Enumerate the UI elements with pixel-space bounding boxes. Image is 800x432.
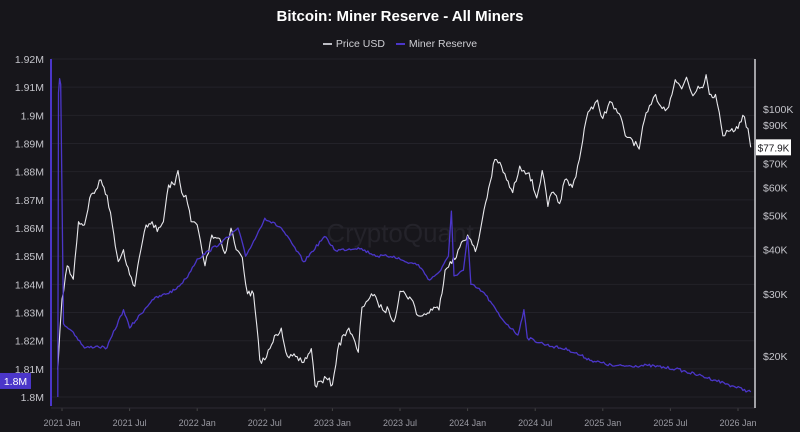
right-axis-tick-label: $30K [763, 289, 788, 301]
current-reserve-badge [0, 372, 31, 389]
chart-title: Bitcoin: Miner Reserve - All Miners [276, 8, 524, 25]
right-axis-tick-label: $50K [763, 210, 788, 222]
x-axis-tick-label: 2024 Jan [449, 418, 486, 428]
left-axis-tick-label: 1.91M [15, 82, 44, 94]
right-axis-tick-label: $20K [763, 351, 788, 363]
legend-item-price[interactable]: Price USD [322, 38, 385, 50]
right-axis-tick-label: $40K [763, 245, 788, 257]
left-axis-tick-label: 1.86M [15, 223, 44, 235]
x-axis-tick-label: 2025 Jan [584, 418, 621, 428]
left-axis-tick-label: 1.89M [15, 139, 44, 151]
left-axis-tick-label: 1.84M [15, 279, 44, 291]
x-axis-tick-label: 2023 Jan [314, 418, 351, 428]
left-axis-tick-label: 1.83M [15, 308, 44, 320]
price-usd-line [57, 74, 752, 388]
x-axis-tick-label: 2021 Jan [43, 418, 80, 428]
x-axis-tick-label: 2024 Jul [518, 418, 552, 428]
x-axis-tick-label: 2022 Jul [248, 418, 282, 428]
left-axis-tick-label: 1.81M [15, 364, 44, 376]
left-axis-tick-label: 1.92M [15, 54, 44, 66]
legend: Price USD Miner Reserve [0, 36, 800, 50]
right-axis-tick-label: $100K [763, 104, 793, 116]
legend-swatch-price [322, 43, 332, 45]
x-axis-tick-label: 2025 Jul [653, 418, 687, 428]
current-price-badge [756, 139, 791, 156]
legend-item-reserve[interactable]: Miner Reserve [395, 38, 478, 50]
legend-label-reserve: Miner Reserve [408, 38, 478, 50]
left-axis-tick-label: 1.85M [15, 251, 44, 263]
x-axis-tick-label: 2023 Jul [383, 418, 417, 428]
right-axis-tick-label: $60K [763, 182, 788, 194]
left-axis-tick-label: 1.82M [15, 336, 44, 348]
current-reserve-label: 1.8M [4, 376, 27, 388]
left-axis-tick-label: 1.9M [21, 110, 44, 122]
right-axis-tick-label: $90K [763, 120, 788, 132]
x-axis-tick-label: 2021 Jul [113, 418, 147, 428]
x-axis-tick-label: 2022 Jan [179, 418, 216, 428]
left-axis-tick-label: 1.8M [21, 392, 44, 404]
legend-label-price: Price USD [335, 38, 385, 50]
legend-swatch-reserve [395, 43, 405, 45]
right-axis-tick-label: $70K [763, 159, 788, 171]
x-axis-tick-label: 2026 Jan [719, 418, 756, 428]
miner-reserve-line [57, 78, 752, 398]
current-price-label: $77.9K [758, 143, 790, 154]
left-axis-tick-label: 1.87M [15, 195, 44, 207]
left-axis-tick-label: 1.88M [15, 167, 44, 179]
